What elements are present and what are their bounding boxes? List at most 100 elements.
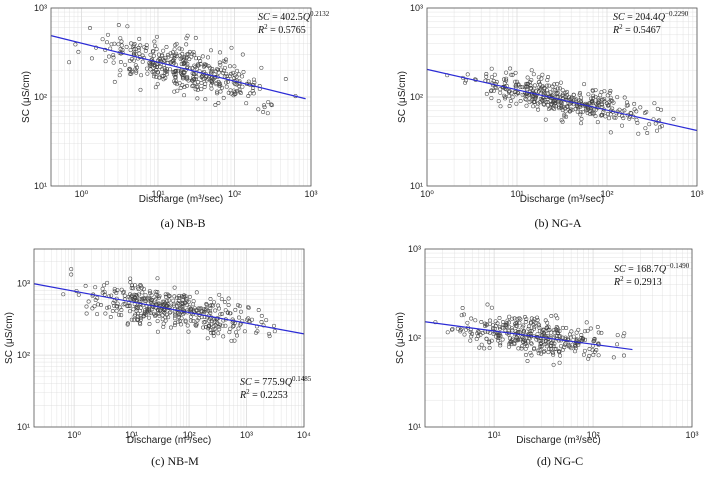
data-point	[136, 292, 141, 297]
data-point	[622, 353, 626, 358]
data-point	[208, 70, 213, 75]
data-point	[657, 125, 662, 130]
data-point	[615, 342, 620, 347]
data-point	[179, 62, 184, 66]
data-point	[158, 64, 163, 69]
data-point	[184, 83, 189, 88]
fit-line	[50, 35, 306, 100]
data-point	[147, 322, 152, 326]
data-point	[112, 287, 117, 292]
data-point	[216, 79, 221, 84]
data-point	[195, 96, 200, 101]
data-point	[133, 283, 137, 288]
data-point	[562, 114, 567, 119]
data-point	[67, 60, 72, 65]
data-point	[110, 309, 115, 313]
data-point	[140, 59, 145, 64]
data-point	[179, 322, 183, 327]
data-point	[265, 111, 270, 116]
data-point	[587, 347, 592, 351]
data-point	[149, 311, 154, 316]
data-point	[507, 104, 512, 108]
data-point	[181, 76, 186, 81]
data-point	[605, 93, 610, 98]
data-point	[215, 67, 219, 72]
data-point	[488, 89, 493, 94]
data-point	[594, 101, 599, 106]
data-point	[489, 88, 494, 93]
data-point	[555, 81, 560, 86]
data-point	[209, 303, 214, 307]
data-point	[232, 64, 237, 69]
data-point	[217, 327, 222, 332]
data-point	[130, 283, 134, 288]
data-point	[489, 338, 494, 343]
data-point	[569, 95, 574, 100]
data-point	[157, 294, 162, 299]
data-point	[521, 329, 526, 334]
data-point	[638, 105, 643, 110]
data-point	[620, 123, 624, 128]
data-point	[194, 307, 199, 312]
data-point	[137, 320, 142, 325]
data-point	[191, 302, 196, 307]
data-point	[240, 74, 245, 79]
data-point	[517, 316, 522, 321]
data-point	[136, 287, 141, 292]
data-point	[539, 344, 544, 349]
data-point	[510, 95, 515, 100]
data-point	[622, 108, 627, 113]
data-point	[186, 329, 191, 334]
data-point	[246, 316, 251, 321]
data-point	[136, 47, 141, 52]
data-point	[133, 63, 138, 68]
data-point	[244, 101, 249, 106]
data-point	[543, 341, 548, 346]
data-point	[179, 71, 184, 76]
data-point	[209, 330, 214, 335]
data-point	[508, 339, 513, 344]
data-point	[164, 303, 169, 308]
data-point	[135, 317, 140, 322]
data-point	[155, 82, 160, 87]
data-point	[145, 71, 150, 76]
data-point	[214, 80, 219, 85]
r-squared: R2 = 0.5467	[612, 23, 661, 36]
x-tick-label: 10⁰	[75, 189, 89, 199]
data-point	[76, 292, 81, 297]
data-point	[223, 308, 228, 313]
data-point	[655, 128, 659, 133]
data-point	[191, 308, 196, 313]
data-point	[540, 98, 545, 103]
data-point	[171, 58, 176, 63]
data-point	[127, 309, 132, 314]
data-point	[107, 305, 112, 310]
data-point	[186, 78, 191, 83]
data-point	[526, 326, 531, 331]
data-point	[217, 60, 222, 65]
x-axis-label: Discharge (m³/sec)	[520, 194, 604, 205]
x-tick-label: 10⁴	[297, 430, 311, 440]
data-point	[468, 338, 473, 343]
data-point	[512, 316, 517, 321]
data-point	[462, 312, 466, 317]
data-point	[653, 121, 658, 126]
data-point	[562, 342, 567, 347]
data-point	[596, 330, 601, 335]
data-point	[172, 285, 177, 290]
data-point	[507, 344, 511, 349]
data-point	[541, 332, 546, 337]
data-point	[129, 57, 134, 62]
data-point	[162, 308, 167, 313]
data-point	[160, 313, 165, 318]
data-point	[593, 88, 598, 93]
data-point	[513, 321, 518, 326]
data-point	[520, 85, 525, 90]
data-point	[139, 73, 144, 78]
data-point	[484, 74, 489, 79]
data-point	[185, 33, 190, 38]
data-point	[209, 69, 214, 74]
data-point	[475, 331, 480, 336]
y-axis-label: SC (μS/cm)	[395, 312, 406, 364]
data-point	[217, 306, 221, 311]
